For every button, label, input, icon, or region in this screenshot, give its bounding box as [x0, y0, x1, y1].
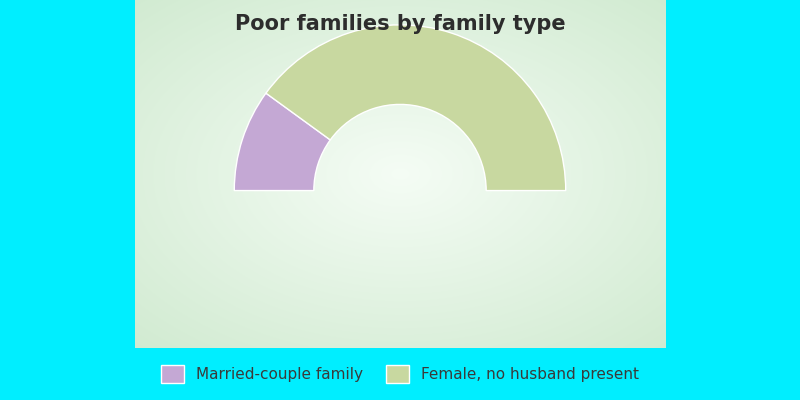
Text: Poor families by family type: Poor families by family type — [234, 14, 566, 34]
Legend: Married-couple family, Female, no husband present: Married-couple family, Female, no husban… — [161, 365, 639, 383]
Wedge shape — [266, 25, 566, 190]
Wedge shape — [234, 93, 330, 190]
